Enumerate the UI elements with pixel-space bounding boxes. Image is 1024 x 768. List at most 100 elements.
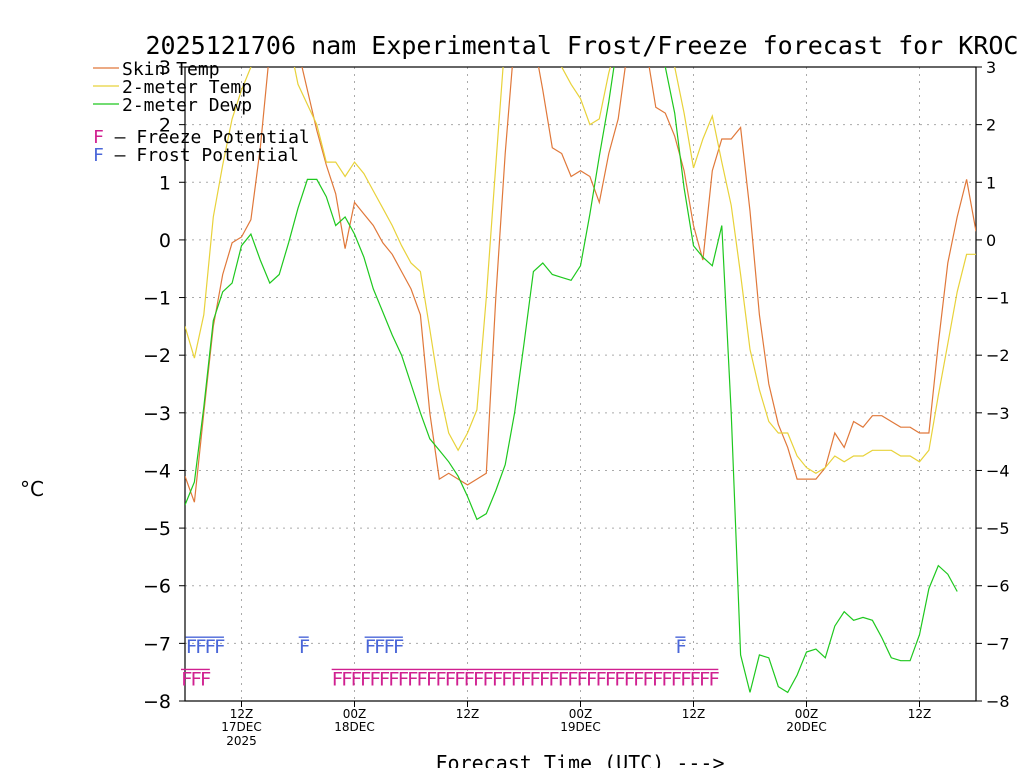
freeze-potential-marker: F [642, 668, 653, 690]
freeze-potential-marker: F [614, 668, 625, 690]
freeze-potential-marker: F [567, 668, 578, 690]
frost-potential-marker: F [186, 636, 197, 658]
y-tick-label-right: −2 [986, 346, 1010, 365]
freeze-potential-marker: F [341, 668, 352, 690]
chart-title: 2025121706 nam Experimental Frost/Freeze… [146, 31, 1019, 60]
freeze-potential-marker: F [586, 668, 597, 690]
freeze-potential-marker: F [445, 668, 456, 690]
y-tick-label-right: −7 [986, 634, 1010, 653]
freeze-potential-marker: F [708, 668, 719, 690]
y-tick-label-left: −3 [143, 403, 171, 425]
x-tick-date: 19DEC [560, 720, 600, 734]
freeze-potential-marker: F [548, 668, 559, 690]
freeze-potential-marker: F [605, 668, 616, 690]
legend-frost-text: – Frost Potential [104, 145, 299, 166]
freeze-potential-marker: F [369, 668, 380, 690]
freeze-potential-marker: F [200, 668, 211, 690]
frost-potential-marker: F [374, 636, 385, 658]
freeze-potential-marker: F [539, 668, 550, 690]
legend-frost-potential: F – Frost Potential [93, 145, 299, 166]
y-tick-label-right: 0 [986, 231, 996, 250]
freeze-potential-marker: F [473, 668, 484, 690]
freeze-potential-marker: F [464, 668, 475, 690]
freeze-potential-marker: F [577, 668, 588, 690]
frost-potential-marker: F [195, 636, 206, 658]
x-tick-date: 20DEC [786, 720, 826, 734]
x-tick-label: 12Z [456, 707, 480, 721]
y-tick-label-left: −2 [143, 345, 171, 367]
legend: Skin Temp 2-meter Temp 2-meter Dewp F – … [93, 59, 310, 166]
y-tick-label-right: 1 [986, 173, 996, 192]
freeze-potential-marker: F [690, 668, 701, 690]
x-tick-date: 18DEC [334, 720, 374, 734]
legend-2m-temp: 2-meter Temp [122, 77, 252, 98]
freeze-potential-marker: F [680, 668, 691, 690]
freeze-potential-marker: F [388, 668, 399, 690]
y-tick-label-left: 2 [159, 115, 171, 137]
freeze-potential-marker: F [520, 668, 531, 690]
freeze-potential-marker: F [558, 668, 569, 690]
x-tick-date: 17DEC [221, 720, 261, 734]
y-tick-label-right: 3 [986, 58, 996, 77]
frost-potential-marker: F [205, 636, 216, 658]
freeze-potential-marker: F [699, 668, 710, 690]
freeze-potential-marker: F [671, 668, 682, 690]
freeze-potential-marker: F [332, 668, 343, 690]
freeze-potential-marker: F [624, 668, 635, 690]
y-tick-label-right: −5 [986, 519, 1010, 538]
freeze-potential-marker: F [407, 668, 418, 690]
freeze-potential-marker: F [398, 668, 409, 690]
freeze-potential-marker: F [351, 668, 362, 690]
x-axis-label: Forecast Time (UTC) ---> [436, 751, 725, 768]
frost-potential-marker: F [214, 636, 225, 658]
y-tick-label-left: −6 [143, 576, 171, 598]
legend-frost-marker: F [93, 145, 104, 166]
frost-potential-marker: F [393, 636, 404, 658]
y-tick-label-left: −8 [143, 691, 171, 713]
legend-2m-dewp: 2-meter Dewp [122, 95, 252, 116]
x-tick-label: 12Z [908, 707, 932, 721]
frost-potential-marker: F [365, 636, 376, 658]
freeze-potential-marker: F [652, 668, 663, 690]
x-tick-label: 00Z [795, 707, 819, 721]
legend-skin-temp: Skin Temp [122, 59, 220, 80]
x-tick-label: 12Z [230, 707, 254, 721]
freeze-potential-marker: F [511, 668, 522, 690]
freeze-potential-marker: F [190, 668, 201, 690]
y-tick-label-left: 3 [159, 57, 171, 79]
legend-freeze-text: – Freeze Potential [104, 127, 310, 148]
legend-freeze-marker: F [93, 127, 104, 148]
y-axis-ticks: −8 −8 −7 −7 −6 −6 −5 −5 −4 −4 −3 −3 −2 −2 −1 −1 0 0 1 1 2 2 3 3 [143, 57, 1010, 713]
y-tick-label-left: 0 [159, 230, 171, 252]
y-tick-label-left: −7 [143, 633, 171, 655]
series-line-2-meter-temp [185, 67, 976, 475]
x-tick-label: 00Z [343, 707, 367, 721]
freeze-potential-marker: F [501, 668, 512, 690]
y-tick-label-right: −3 [986, 404, 1010, 423]
freeze-potential-marker: F [426, 668, 437, 690]
y-tick-label-right: 2 [986, 116, 996, 135]
y-tick-label-left: −1 [143, 288, 171, 310]
y-tick-label-left: −4 [143, 460, 171, 482]
grid-lines [185, 67, 976, 701]
freeze-potential-marker: F [435, 668, 446, 690]
y-tick-label-right: −4 [986, 461, 1010, 480]
freeze-potential-marker: F [595, 668, 606, 690]
series-line-2-meter-dewp [185, 67, 958, 694]
x-tick-label: 12Z [682, 707, 706, 721]
freeze-potential-marker: F [181, 668, 192, 690]
frost-potential-marker: F [299, 636, 310, 658]
y-tick-label-right: −6 [986, 577, 1010, 596]
y-tick-label-right: −1 [986, 289, 1010, 308]
legend-freeze-potential: F – Freeze Potential [93, 127, 310, 148]
freeze-potential-marker: F [360, 668, 371, 690]
series-line-skin-temp [185, 67, 976, 503]
x-tick-year: 2025 [226, 734, 257, 748]
freeze-potential-marker: F [661, 668, 672, 690]
freeze-potential-marker: F [633, 668, 644, 690]
frost-potential-marker: F [383, 636, 394, 658]
freeze-potential-marker: F [482, 668, 493, 690]
freeze-potential-marker: F [492, 668, 503, 690]
